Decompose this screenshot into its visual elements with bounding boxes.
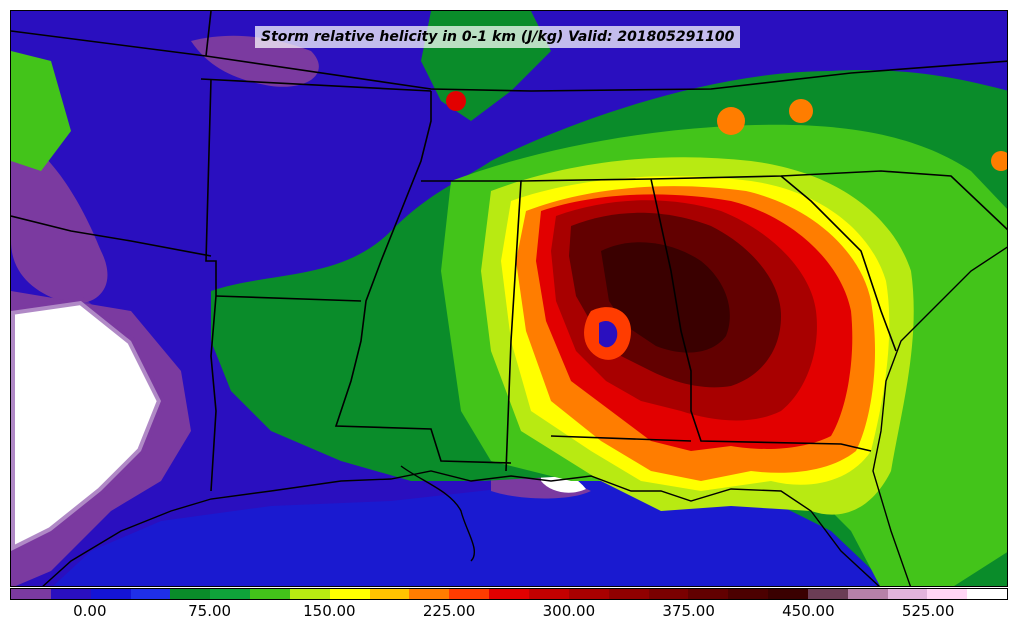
- maroon-inner-core: [601, 242, 730, 353]
- colorbar-segment: [768, 589, 808, 599]
- colorbar-segment: [728, 589, 769, 599]
- missing-data-area: [11, 301, 161, 551]
- colorbar-segment: [568, 589, 609, 599]
- colorbar-segment: [50, 589, 91, 599]
- colorbar-tick-label: 525.00: [901, 602, 955, 620]
- lightgreen-field-nw: [11, 51, 71, 171]
- orange-blob-northeast-2: [789, 99, 813, 123]
- colorbar-segment: [289, 589, 330, 599]
- colorbar-tick-labels: 0.00 75.00 150.00 225.00 300.00 375.00 450.00 5…: [10, 602, 1008, 626]
- helicity-field-map: [11, 11, 1007, 586]
- colorbar-segment: [11, 589, 51, 599]
- colorbar-segment: [250, 589, 290, 599]
- colorbar-tick-label: 0.00: [73, 602, 107, 620]
- map-panel: Storm relative helicity in 0-1 km (J/kg)…: [10, 10, 1008, 587]
- purple-patch-west: [11, 131, 108, 304]
- colorbar-segment: [927, 589, 968, 599]
- colorbar-segment: [807, 589, 848, 599]
- colorbar-segment: [608, 589, 649, 599]
- colorbar-segment: [688, 589, 729, 599]
- colorbar-segment: [967, 589, 1008, 599]
- colorbar-segment: [210, 589, 251, 599]
- colorbar-segment: [329, 589, 370, 599]
- colorbar-tick-label: 450.00: [782, 602, 835, 620]
- colorbar-segment: [648, 589, 689, 599]
- colorbar-segment: [449, 589, 490, 599]
- colorbar-tick-label: 75.00: [188, 602, 232, 620]
- colorbar-segment: [170, 589, 211, 599]
- colorbar-tick-label: 225.00: [422, 602, 476, 620]
- colorbar-segment: [90, 589, 131, 599]
- state-boundaries: [11, 11, 1007, 492]
- colorbar-segment: [489, 589, 529, 599]
- orange-blob-east: [991, 151, 1007, 171]
- coastline: [42, 246, 1007, 586]
- colorbar-segment: [409, 589, 450, 599]
- map-title: Storm relative helicity in 0-1 km (J/kg)…: [255, 26, 741, 48]
- colorbar-segment: [369, 589, 410, 599]
- colorbar-segment: [130, 589, 171, 599]
- colorbar-segment: [887, 589, 928, 599]
- colorbar-tick-label: 300.00: [542, 602, 596, 620]
- red-blob-north: [446, 91, 466, 111]
- colorbar-tick-label: 375.00: [662, 602, 715, 620]
- purple-patch-north: [191, 35, 319, 87]
- storm-center-eye: [599, 320, 618, 348]
- colorbar-tick-label: 150.00: [303, 602, 356, 620]
- colorbar-segment: [528, 589, 569, 599]
- colorbar: [10, 588, 1008, 600]
- orange-blob-northeast: [717, 107, 745, 135]
- colorbar-segment: [847, 589, 888, 599]
